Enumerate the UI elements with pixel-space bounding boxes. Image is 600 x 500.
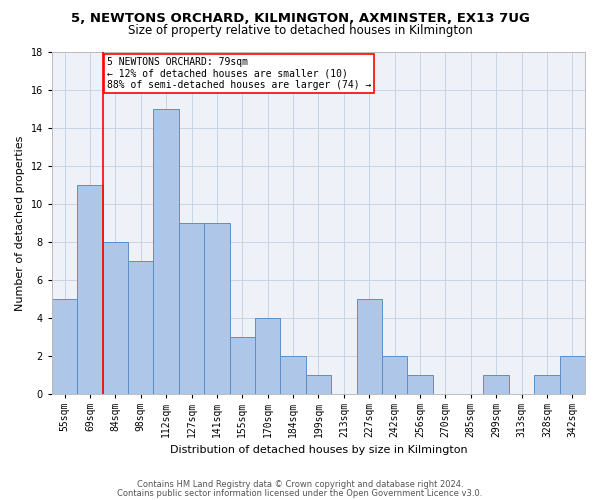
Bar [230,338,255,394]
Y-axis label: Number of detached properties: Number of detached properties [15,136,25,310]
Bar [52,299,77,394]
Text: Contains HM Land Registry data © Crown copyright and database right 2024.: Contains HM Land Registry data © Crown c… [137,480,463,489]
Bar [154,108,179,395]
Bar [204,223,230,394]
Bar [407,376,433,394]
Text: 5, NEWTONS ORCHARD, KILMINGTON, AXMINSTER, EX13 7UG: 5, NEWTONS ORCHARD, KILMINGTON, AXMINSTE… [71,12,529,26]
Bar [484,376,509,394]
Bar [560,356,585,395]
Bar [128,261,154,394]
Bar [280,356,306,395]
X-axis label: Distribution of detached houses by size in Kilmington: Distribution of detached houses by size … [170,445,467,455]
Bar [534,376,560,394]
Bar [179,223,204,394]
Text: Contains public sector information licensed under the Open Government Licence v3: Contains public sector information licen… [118,488,482,498]
Bar [382,356,407,395]
Text: Size of property relative to detached houses in Kilmington: Size of property relative to detached ho… [128,24,472,37]
Bar [77,185,103,394]
Text: 5 NEWTONS ORCHARD: 79sqm
← 12% of detached houses are smaller (10)
88% of semi-d: 5 NEWTONS ORCHARD: 79sqm ← 12% of detach… [107,57,371,90]
Bar [255,318,280,394]
Bar [103,242,128,394]
Bar [306,376,331,394]
Bar [356,299,382,394]
